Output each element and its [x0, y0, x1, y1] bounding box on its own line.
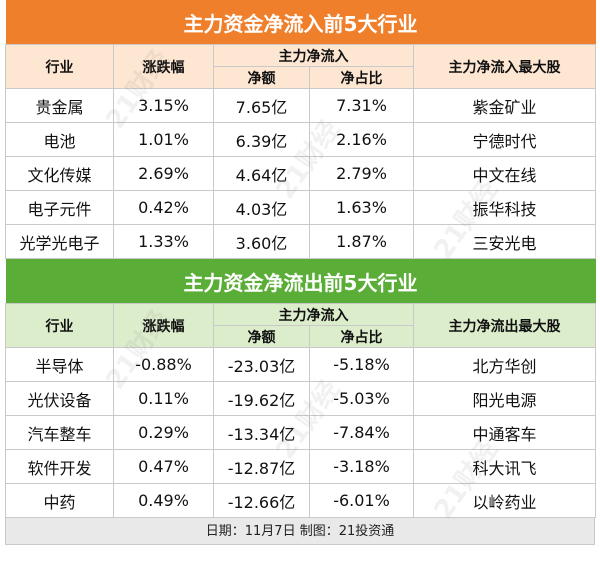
stock-cell: 振华科技 — [412, 190, 597, 225]
stock-cell: 三安光电 — [412, 224, 597, 259]
table-row: 电池 1.01% 6.39亿 2.16% 宁德时代 — [5, 122, 597, 157]
ratio-cell: -7.84% — [309, 415, 414, 450]
industry-cell: 电池 — [5, 122, 114, 157]
inflow-table: 主力资金净流入前5大行业 行业 涨跌幅 主力净流入 主力净流入最大股 净额 净占… — [5, 0, 597, 259]
amount-cell: -23.03亿 — [213, 347, 310, 382]
change-cell: 3.15% — [113, 88, 214, 123]
outflow-header-ratio: 净占比 — [309, 325, 414, 348]
amount-cell: -13.34亿 — [213, 415, 310, 450]
outflow-header-top-stock: 主力净流出最大股 — [412, 303, 597, 348]
stock-cell: 紫金矿业 — [412, 88, 597, 123]
stock-cell: 中通客车 — [412, 415, 597, 450]
ratio-cell: 2.16% — [309, 122, 414, 157]
amount-cell: 4.64亿 — [213, 156, 310, 191]
ratio-cell: -3.18% — [309, 449, 414, 484]
outflow-header-amount: 净额 — [213, 325, 310, 348]
change-cell: 2.69% — [113, 156, 214, 191]
change-cell: 0.29% — [113, 415, 214, 450]
change-cell: 1.33% — [113, 224, 214, 259]
inflow-header-amount: 净额 — [213, 66, 310, 89]
change-cell: 0.47% — [113, 449, 214, 484]
ratio-cell: 1.63% — [309, 190, 414, 225]
inflow-header-change: 涨跌幅 — [113, 44, 214, 89]
amount-cell: 3.60亿 — [213, 224, 310, 259]
stock-cell: 北方华创 — [412, 347, 597, 382]
table-row: 汽车整车 0.29% -13.34亿 -7.84% 中通客车 — [5, 415, 597, 450]
amount-cell: 6.39亿 — [213, 122, 310, 157]
industry-cell: 中药 — [5, 483, 114, 518]
amount-cell: -12.87亿 — [213, 449, 310, 484]
ratio-cell: 1.87% — [309, 224, 414, 259]
table-row: 半导体 -0.88% -23.03亿 -5.18% 北方华创 — [5, 347, 597, 382]
table-row: 光伏设备 0.11% -19.62亿 -5.03% 阳光电源 — [5, 381, 597, 416]
industry-cell: 贵金属 — [5, 88, 114, 123]
amount-cell: 4.03亿 — [213, 190, 310, 225]
ratio-cell: -5.18% — [309, 347, 414, 382]
amount-cell: 7.65亿 — [213, 88, 310, 123]
industry-cell: 电子元件 — [5, 190, 114, 225]
stock-cell: 科大讯飞 — [412, 449, 597, 484]
inflow-header-industry: 行业 — [5, 44, 114, 89]
table-row: 光学光电子 1.33% 3.60亿 1.87% 三安光电 — [5, 224, 597, 259]
inflow-header-ratio: 净占比 — [309, 66, 414, 89]
industry-cell: 文化传媒 — [5, 156, 114, 191]
stock-cell: 阳光电源 — [412, 381, 597, 416]
ratio-cell: 2.79% — [309, 156, 414, 191]
outflow-header-group: 主力净流入 — [213, 303, 414, 326]
change-cell: 0.42% — [113, 190, 214, 225]
industry-cell: 软件开发 — [5, 449, 114, 484]
outflow-title: 主力资金净流出前5大行业 — [5, 259, 596, 304]
change-cell: 0.49% — [113, 483, 214, 518]
change-cell: -0.88% — [113, 347, 214, 382]
change-cell: 0.11% — [113, 381, 214, 416]
outflow-header-change: 涨跌幅 — [113, 303, 214, 348]
amount-cell: -12.66亿 — [213, 483, 310, 518]
stock-cell: 以岭药业 — [412, 483, 597, 518]
outflow-table: 主力资金净流出前5大行业 行业 涨跌幅 主力净流入 主力净流出最大股 净额 净占… — [5, 259, 597, 518]
industry-cell: 光学光电子 — [5, 224, 114, 259]
inflow-title: 主力资金净流入前5大行业 — [5, 0, 596, 45]
ratio-cell: -5.03% — [309, 381, 414, 416]
industry-cell: 汽车整车 — [5, 415, 114, 450]
inflow-header-group: 主力净流入 — [213, 44, 414, 67]
footer-credit: 日期：11月7日 制图：21投资通 — [5, 518, 595, 545]
ratio-cell: 7.31% — [309, 88, 414, 123]
table-row: 中药 0.49% -12.66亿 -6.01% 以岭药业 — [5, 483, 597, 518]
table-row: 电子元件 0.42% 4.03亿 1.63% 振华科技 — [5, 190, 597, 225]
change-cell: 1.01% — [113, 122, 214, 157]
outflow-header-industry: 行业 — [5, 303, 114, 348]
stock-cell: 中文在线 — [412, 156, 597, 191]
inflow-header-top-stock: 主力净流入最大股 — [412, 44, 597, 89]
table-row: 软件开发 0.47% -12.87亿 -3.18% 科大讯飞 — [5, 449, 597, 484]
industry-cell: 光伏设备 — [5, 381, 114, 416]
table-row: 贵金属 3.15% 7.65亿 7.31% 紫金矿业 — [5, 88, 597, 123]
ratio-cell: -6.01% — [309, 483, 414, 518]
stock-cell: 宁德时代 — [412, 122, 597, 157]
industry-cell: 半导体 — [5, 347, 114, 382]
table-row: 文化传媒 2.69% 4.64亿 2.79% 中文在线 — [5, 156, 597, 191]
amount-cell: -19.62亿 — [213, 381, 310, 416]
